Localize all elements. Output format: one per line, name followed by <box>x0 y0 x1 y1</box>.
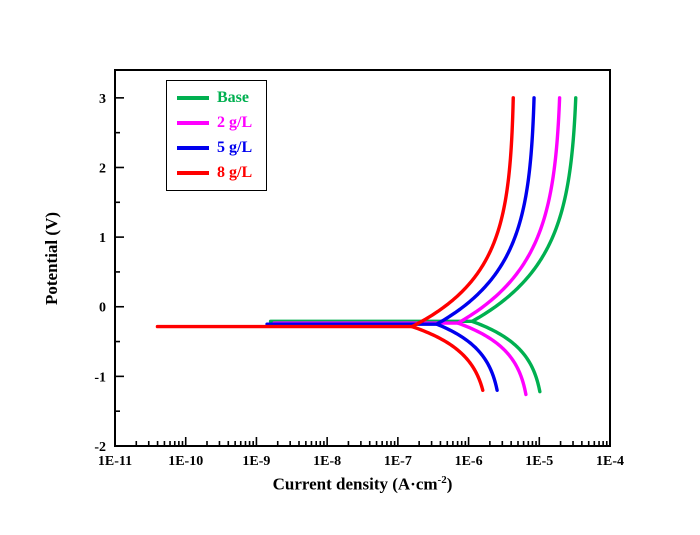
legend-label: 5 g/L <box>217 139 253 156</box>
legend-line-swatch <box>177 146 209 150</box>
x-tick-label: 1E-5 <box>525 454 553 469</box>
x-tick-label: 1E-11 <box>98 454 132 469</box>
series-8-g-l-anodic-line <box>155 96 515 329</box>
y-tick-label: -2 <box>94 440 106 455</box>
x-tick-label: 1E-10 <box>168 454 203 469</box>
y-tick-label: 1 <box>99 231 106 246</box>
x-tick-label: 1E-9 <box>242 454 270 469</box>
legend-label: Base <box>217 89 249 106</box>
y-tick-label: -1 <box>94 370 106 385</box>
legend-label: 2 g/L <box>217 114 253 131</box>
series-8-g-l-cathodic-line <box>410 324 485 392</box>
x-axis-title-close: ) <box>446 474 453 494</box>
legend-item: Base <box>177 88 252 108</box>
series-5-g-l-cathodic-line <box>435 322 499 392</box>
series-base-anodic-line <box>268 96 578 324</box>
series-base-cathodic-line <box>470 319 542 394</box>
legend-line-swatch <box>177 96 209 100</box>
legend-line-swatch <box>177 171 209 175</box>
legend-item: 2 g/L <box>177 113 252 133</box>
series-2-g-l-anodic-line <box>272 96 562 325</box>
y-axis-title: Potential (V) <box>42 211 61 305</box>
legend-label: 8 g/L <box>217 164 253 181</box>
plot-frame <box>114 69 611 447</box>
y-tick-label: 2 <box>99 161 106 176</box>
x-axis-title-exponent: -2 <box>437 474 447 486</box>
x-axis-title-text: Current density (A·cm <box>272 474 438 494</box>
series-5-g-l-anodic-line <box>265 96 536 326</box>
legend-item: 5 g/L <box>177 138 252 158</box>
y-tick-label: 3 <box>99 92 106 107</box>
y-tick-label: 0 <box>99 301 106 316</box>
x-tick-label: 1E-8 <box>313 454 341 469</box>
x-axis-title: Current density (A·cm-2) <box>115 474 610 495</box>
legend-item: 8 g/L <box>177 163 252 183</box>
x-tick-label: 1E-7 <box>384 454 412 469</box>
series-2-g-l-cathodic-line <box>456 321 528 397</box>
x-tick-label: 1E-4 <box>596 454 624 469</box>
x-tick-label: 1E-6 <box>455 454 483 469</box>
legend: Base 2 g/L 5 g/L 8 g/L <box>166 80 268 191</box>
legend-line-swatch <box>177 121 209 125</box>
